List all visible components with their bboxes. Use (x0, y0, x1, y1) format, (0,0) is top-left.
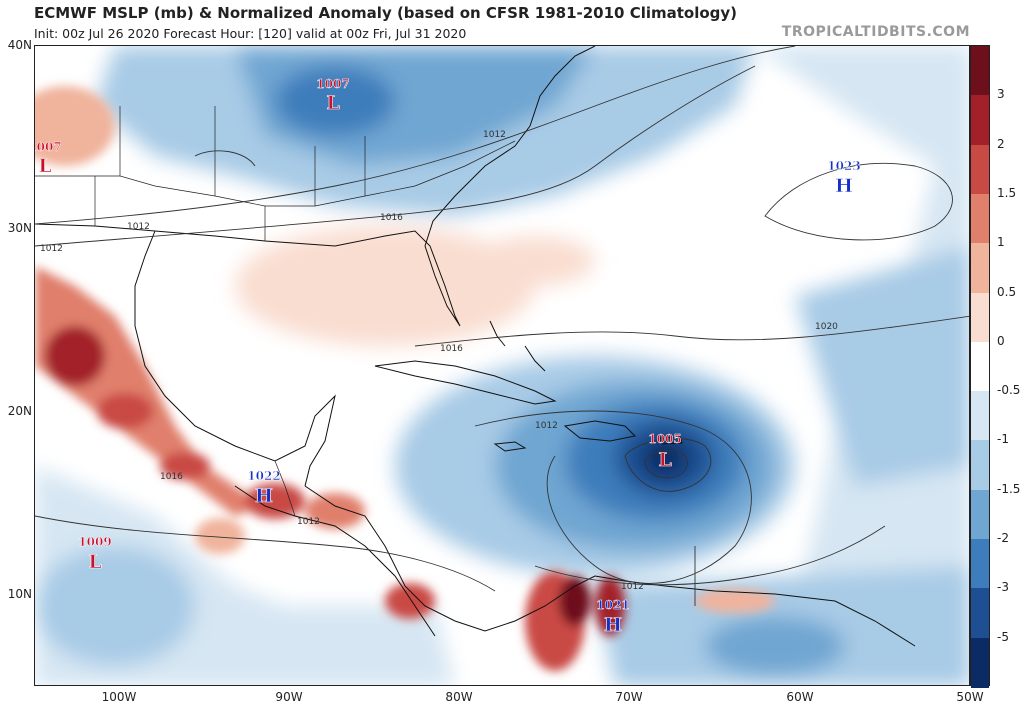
isobar-label: 1016 (160, 472, 183, 482)
svg-text:H: H (835, 175, 853, 197)
colorbar-segment (971, 95, 989, 146)
colorbar-segment (971, 539, 989, 590)
colorbar-tick-label: 3 (997, 87, 1005, 102)
colorbar-segment (971, 144, 989, 195)
low-center: 1005 L (648, 432, 682, 472)
svg-text:1023: 1023 (827, 159, 860, 173)
lon-label-60w: 60W (786, 690, 814, 704)
colorbar-tick-label: 0.5 (997, 284, 1017, 299)
colorbar-segment (971, 391, 989, 442)
chart-title: ECMWF MSLP (mb) & Normalized Anomaly (ba… (34, 4, 738, 22)
svg-text:L: L (88, 551, 101, 573)
isobars (35, 46, 969, 606)
high-center: 1022 H (247, 469, 281, 508)
lat-label-40n: 40N (7, 38, 32, 52)
high-center: 1021 H (596, 598, 630, 637)
colorbar-segment (971, 193, 989, 244)
anomaly-field (35, 46, 969, 685)
isobar-label: 1012 (40, 244, 63, 254)
low-center: 1009 L (78, 535, 112, 574)
isobar-label: 1016 (440, 344, 463, 354)
svg-text:L: L (326, 92, 339, 114)
chart-subtitle: Init: 00z Jul 26 2020 Forecast Hour: [12… (34, 26, 467, 41)
isobar-label: 1016 (380, 213, 403, 223)
colorbar-tick-label: -1 (997, 432, 1009, 447)
isobar-label: 1020 (815, 322, 838, 332)
colorbar-segment (971, 46, 989, 96)
colorbar (970, 45, 990, 688)
colorbar-segment (971, 341, 989, 392)
svg-text:1022: 1022 (247, 469, 280, 483)
colorbar-tick-label: -0.5 (997, 383, 1021, 398)
svg-text:L: L (658, 449, 671, 471)
svg-text:1005: 1005 (648, 432, 681, 446)
lat-label-30n: 30N (7, 221, 32, 235)
svg-text:1007: 1007 (316, 77, 349, 91)
low-center: 1007 L (35, 140, 62, 178)
colorbar-segment (971, 637, 989, 688)
lon-label-80w: 80W (445, 690, 473, 704)
colorbar-tick-label: 1 (997, 235, 1005, 250)
pressure-centers: 1007 L 1007 L 1023 H 1005 L 1022 H 1009 … (35, 77, 861, 637)
svg-text:H: H (604, 614, 622, 636)
colorbar-tick-label: 1.5 (997, 185, 1017, 200)
isobar-label: 1012 (535, 421, 558, 431)
svg-text:1007: 1007 (35, 140, 62, 154)
lon-label-50w: 50W (956, 690, 984, 704)
lon-label-70w: 70W (615, 690, 643, 704)
site-watermark: TROPICALTIDBITS.COM (781, 24, 970, 40)
lon-label-90w: 90W (275, 690, 303, 704)
colorbar-tick-label: 0 (997, 333, 1005, 348)
lon-label-100w: 100W (101, 690, 137, 704)
colorbar-tick-label: -5 (997, 629, 1009, 644)
colorbar-segment (971, 489, 989, 540)
high-center: 1023 H (827, 159, 861, 198)
lat-label-10n: 10N (7, 587, 32, 601)
svg-text:1009: 1009 (78, 535, 111, 549)
low-center: 1007 L (316, 77, 350, 115)
svg-text:L: L (38, 155, 51, 177)
isobar-label: 1012 (621, 582, 644, 592)
isobar-labels: 1012 1012 1016 1012 1016 1020 1012 1016 … (40, 130, 838, 592)
colorbar-tick-label: -3 (997, 580, 1009, 595)
colorbar-tick-label: -2 (997, 531, 1009, 546)
svg-text:H: H (255, 485, 273, 507)
map-svg: 1012 1012 1016 1012 1016 1020 1012 1016 … (35, 46, 969, 685)
colorbar-segment (971, 292, 989, 343)
terrain-anomalies (35, 86, 775, 671)
isobar-label: 1012 (127, 222, 150, 232)
isobar-label: 1012 (297, 517, 320, 527)
colorbar-tick-label: -1.5 (997, 481, 1021, 496)
colorbar-tick-label: 2 (997, 136, 1005, 151)
svg-text:1021: 1021 (596, 598, 629, 612)
isobar-label: 1012 (483, 130, 506, 140)
colorbar-segment (971, 440, 989, 491)
map-panel: 1012 1012 1016 1012 1016 1020 1012 1016 … (34, 45, 970, 686)
lat-label-20n: 20N (7, 404, 32, 418)
colorbar-segment (971, 588, 989, 639)
colorbar-segment (971, 243, 989, 294)
